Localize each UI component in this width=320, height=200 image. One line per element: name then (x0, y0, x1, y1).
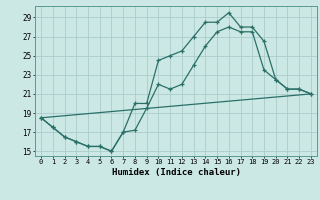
X-axis label: Humidex (Indice chaleur): Humidex (Indice chaleur) (111, 168, 241, 177)
